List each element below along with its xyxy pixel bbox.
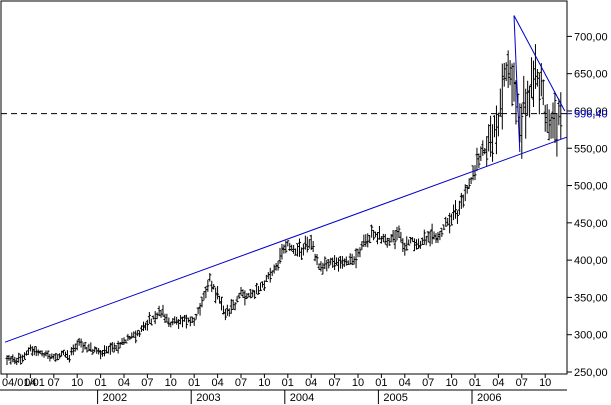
x-tick-label: 04/01/01 — [2, 377, 45, 389]
x-tick-label: 10 — [71, 377, 83, 389]
x-tick-label: 01 — [282, 377, 294, 389]
trendline — [513, 15, 521, 153]
x-year-label: 2006 — [477, 392, 501, 404]
x-tick-label: 10 — [352, 377, 364, 389]
x-year-label: 2002 — [103, 392, 127, 404]
x-year-label: 2005 — [383, 392, 407, 404]
x-tick-label: 04 — [118, 377, 130, 389]
x-tick-label: 10 — [165, 377, 177, 389]
y-tick-label: 400,00 — [574, 255, 608, 267]
x-year-label: 2004 — [290, 392, 314, 404]
x-tick-label: 10 — [445, 377, 457, 389]
x-year-label: 2003 — [196, 392, 220, 404]
y-tick-label: 300,00 — [574, 330, 608, 342]
y-tick-label: 450,00 — [574, 218, 608, 230]
x-tick-label: 01 — [94, 377, 106, 389]
x-tick-label: 04 — [24, 377, 36, 389]
x-tick-label: 04 — [211, 377, 223, 389]
y-tick-label: 500,00 — [574, 181, 608, 193]
trendline — [513, 15, 566, 112]
x-tick-label: 07 — [235, 377, 247, 389]
x-tick-label: 01 — [188, 377, 200, 389]
y-tick-label: 600,00 — [574, 106, 608, 118]
y-tick-label: 350,00 — [574, 292, 608, 304]
x-tick-label: 04 — [305, 377, 317, 389]
y-tick-label: 550,00 — [574, 143, 608, 155]
plot-area — [0, 0, 568, 375]
x-tick-label: 07 — [328, 377, 340, 389]
price-bars — [5, 44, 563, 366]
x-tick-label: 07 — [141, 377, 153, 389]
x-tick-label: 07 — [516, 377, 528, 389]
x-tick-label: 01 — [469, 377, 481, 389]
x-tick-label: 10 — [539, 377, 551, 389]
trendlines — [4, 15, 568, 343]
current-value-label: 596,40 — [574, 109, 608, 121]
y-axis: 250,00 300,00 350,00 400,00 450,00 500,00 550,… — [567, 31, 608, 379]
x-tick-label: 07 — [422, 377, 434, 389]
y-tick-label: 700,00 — [574, 31, 608, 43]
x-tick-label: 07 — [48, 377, 60, 389]
y-tick-label: 250,00 — [574, 367, 608, 379]
x-tick-label: 01 — [375, 377, 387, 389]
x-tick-label: 10 — [258, 377, 270, 389]
x-tick-label: 04 — [399, 377, 411, 389]
x-tick-label: 04 — [492, 377, 504, 389]
y-tick-label: 650,00 — [574, 69, 608, 81]
trendline — [4, 136, 568, 343]
